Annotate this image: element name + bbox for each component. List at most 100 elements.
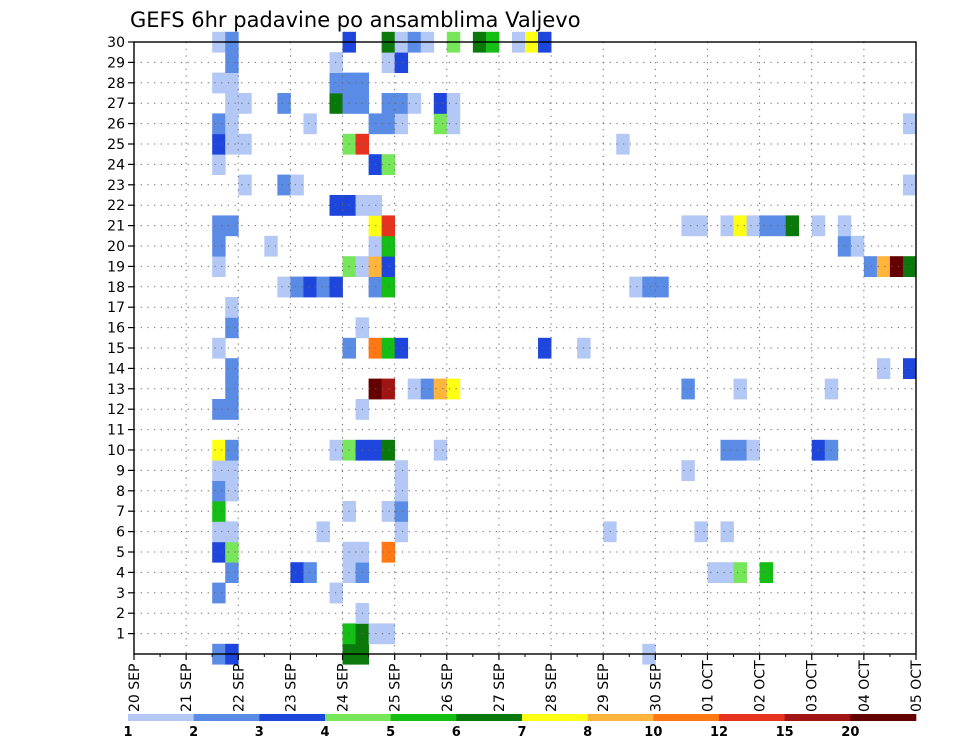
heatmap-cell: [863, 256, 878, 277]
heatmap-cell: [264, 235, 278, 257]
heatmap-cell: [212, 521, 226, 543]
heatmap-cell: [329, 276, 343, 298]
heatmap-cell: [433, 378, 448, 400]
heatmap-cell: [381, 215, 396, 237]
heatmap-cell: [225, 133, 239, 155]
heatmap-cell: [381, 52, 396, 73]
heatmap-cell: [225, 562, 239, 583]
heatmap-cell: [433, 93, 448, 114]
heatmap-cell: [733, 439, 747, 461]
x-tick-label: 29 SEP: [596, 664, 612, 712]
heatmap-cell: [212, 399, 226, 420]
heatmap-cell: [642, 276, 656, 298]
heatmap-cell: [212, 256, 226, 277]
heatmap-cell: [238, 93, 252, 114]
y-tick-label: 12: [107, 402, 125, 418]
y-tick-label: 10: [107, 443, 125, 459]
heatmap-cell: [394, 113, 409, 135]
heatmap-cell: [394, 521, 409, 543]
y-tick-label: 15: [107, 341, 125, 357]
y-tick-label: 23: [107, 178, 125, 194]
x-tick-label: 28 SEP: [544, 664, 560, 712]
colorbar-swatch: [259, 714, 326, 721]
heatmap-cell: [277, 93, 291, 114]
heatmap-cell: [277, 276, 291, 298]
y-tick-label: 6: [116, 525, 125, 541]
heatmap-cells: [212, 31, 917, 665]
y-tick-label: 22: [107, 198, 125, 214]
y-tick-label: 4: [116, 565, 125, 581]
heatmap-cell: [225, 358, 239, 379]
heatmap-cell: [212, 582, 226, 604]
heatmap-cell: [381, 93, 396, 114]
heatmap-cell: [212, 541, 226, 563]
heatmap-cell: [720, 215, 734, 237]
heatmap-cell: [329, 195, 343, 216]
heatmap-cell: [225, 52, 239, 73]
heatmap-cell: [433, 113, 448, 135]
heatmap-cell: [225, 215, 239, 237]
heatmap-cell: [694, 215, 708, 237]
colorbar-label: 1: [123, 725, 132, 740]
y-tick-label: 26: [107, 117, 125, 133]
heatmap-cell: [381, 235, 396, 257]
heatmap-cell: [225, 297, 239, 318]
heatmap-cell: [720, 521, 734, 543]
grid-lines: [134, 42, 916, 654]
heatmap-cell: [212, 501, 226, 522]
heatmap-cell: [733, 562, 747, 583]
heatmap-cell: [290, 562, 304, 583]
colorbar-swatch: [653, 714, 720, 721]
colorbar-label: 8: [583, 725, 592, 740]
heatmap-cell: [225, 72, 239, 94]
y-tick-label: 30: [107, 35, 125, 51]
heatmap-cell: [446, 113, 461, 135]
colorbar-label: 15: [776, 725, 794, 740]
heatmap-cell: [759, 562, 774, 583]
y-tick-label: 24: [107, 157, 125, 173]
heatmap-cell: [850, 235, 865, 257]
heatmap-cell: [407, 93, 422, 114]
y-tick-label: 25: [107, 137, 125, 153]
heatmap-cell: [720, 562, 734, 583]
heatmap-cell: [225, 93, 239, 114]
heatmap-cell: [707, 562, 721, 583]
heatmap-cell: [381, 623, 396, 645]
x-tick-label: 22 SEP: [231, 664, 247, 712]
heatmap-cell: [381, 256, 396, 277]
heatmap-cell: [407, 378, 422, 400]
y-tick-label: 14: [107, 361, 125, 377]
x-tick-label: 27 SEP: [492, 664, 508, 712]
chart-title: GEFS 6hr padavine po ansamblima Valjevo: [130, 8, 581, 32]
heatmap-cell: [225, 460, 239, 481]
heatmap-cell: [381, 337, 396, 359]
heatmap-cell: [394, 501, 409, 522]
heatmap-cell: [694, 521, 708, 543]
y-tick-label: 2: [116, 606, 125, 622]
y-tick-label: 7: [116, 504, 125, 520]
heatmap-cell: [225, 480, 239, 502]
heatmap-cell: [316, 276, 330, 298]
heatmap-cell: [212, 215, 226, 237]
colorbar-swatch: [456, 714, 523, 721]
heatmap-cell: [394, 460, 409, 481]
heatmap-cell: [759, 215, 774, 237]
heatmap-cell: [876, 256, 891, 277]
x-axis-ticks: 20 SEP 21 SEP 22 SEP 23 SEP 24 SEP 25 SEP 26 S…: [127, 654, 925, 712]
heatmap-cell: [876, 358, 891, 379]
x-tick-label: 20 SEP: [127, 664, 143, 712]
y-tick-label: 19: [107, 259, 125, 275]
heatmap-cell: [616, 133, 630, 155]
colorbar-swatch: [522, 714, 588, 721]
heatmap-cell: [446, 378, 461, 400]
heatmap-cell: [316, 521, 330, 543]
heatmap-cell: [446, 93, 461, 114]
heatmap-cell: [681, 215, 695, 237]
colorbar-swatch: [719, 714, 785, 721]
colorbar-swatch: [587, 714, 654, 721]
x-tick-label: 25 SEP: [388, 664, 404, 712]
heatmap-cell: [381, 276, 396, 298]
heatmap-cell: [212, 72, 226, 94]
heatmap-cell: [720, 439, 734, 461]
colorbar-swatch: [128, 714, 194, 721]
